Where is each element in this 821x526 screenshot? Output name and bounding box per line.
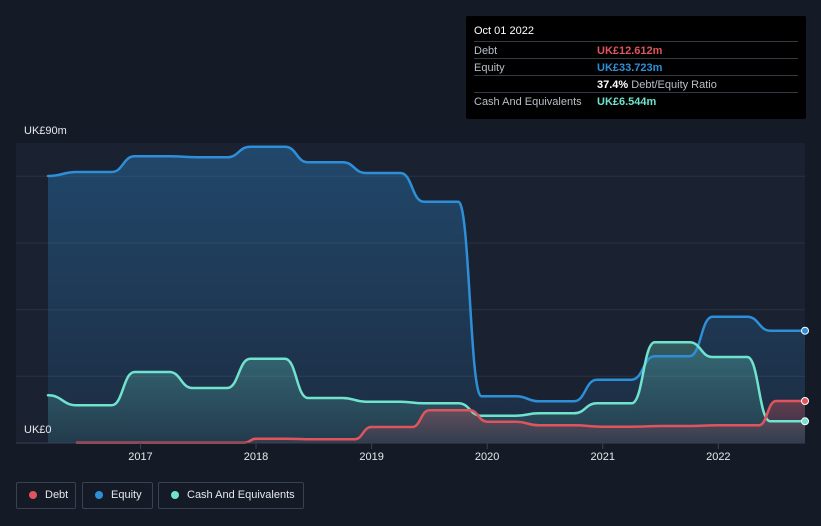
x-tick-label: 2020	[475, 451, 499, 463]
tooltip-ratio-value: 37.4%	[597, 79, 629, 91]
equity-area	[48, 146, 805, 443]
equity-end-point	[801, 326, 809, 335]
series-areas	[48, 146, 805, 443]
tooltip-row-ratio: 37.4% Debt/Equity Ratio	[474, 75, 798, 93]
equity-line	[46, 145, 807, 403]
legend-cash-swatch	[171, 491, 179, 499]
x-tick-label: 2017	[128, 451, 152, 463]
tooltip: Oct 01 2022 Debt UK£12.612m Equity UK£33…	[466, 16, 806, 119]
series-end-markers	[801, 326, 809, 426]
legend-item-equity[interactable]: Equity	[82, 482, 153, 509]
legend-debt-swatch	[29, 491, 37, 499]
tooltip-row-cash: Cash And Equivalents UK£6.544m	[474, 92, 798, 110]
x-tick-label: 2022	[706, 451, 730, 463]
cash-line	[46, 341, 807, 423]
x-tick-label: 2018	[244, 451, 268, 463]
cash-end-point	[801, 417, 809, 426]
legend-equity-label: Equity	[111, 489, 142, 501]
x-axis-ticks: 2017 2018 2019 2020 2021 2022	[128, 443, 731, 463]
tooltip-row-debt: Debt UK£12.612m	[474, 41, 798, 59]
y-axis-top-label: UK£90m	[24, 125, 67, 137]
legend-item-cash[interactable]: Cash And Equivalents	[158, 482, 304, 509]
legend-item-debt[interactable]: Debt	[16, 482, 76, 509]
tooltip-debt-value: UK£12.612m	[597, 45, 663, 57]
x-tick-label: 2019	[359, 451, 383, 463]
tooltip-ratio-label: Debt/Equity Ratio	[631, 79, 717, 91]
legend-equity-swatch	[95, 491, 103, 499]
tooltip-date: Oct 01 2022	[474, 25, 534, 37]
tooltip-cash-label: Cash And Equivalents	[474, 96, 582, 108]
legend-debt-label: Debt	[45, 489, 69, 501]
y-axis-bottom-label: UK£0	[24, 424, 52, 436]
x-tick-label: 2021	[591, 451, 615, 463]
tooltip-equity-value: UK£33.723m	[597, 62, 663, 74]
tooltip-row-equity: Equity UK£33.723m	[474, 58, 798, 76]
debt-end-point	[801, 397, 809, 405]
debt-area	[76, 401, 805, 443]
tooltip-equity-label: Equity	[474, 62, 505, 74]
legend-cash-label: Cash And Equivalents	[187, 489, 295, 501]
tooltip-cash-value: UK£6.544m	[597, 96, 657, 108]
tooltip-ratio: 37.4% Debt/Equity Ratio	[597, 79, 717, 91]
cash-area	[48, 342, 805, 443]
tooltip-debt-label: Debt	[474, 45, 498, 57]
